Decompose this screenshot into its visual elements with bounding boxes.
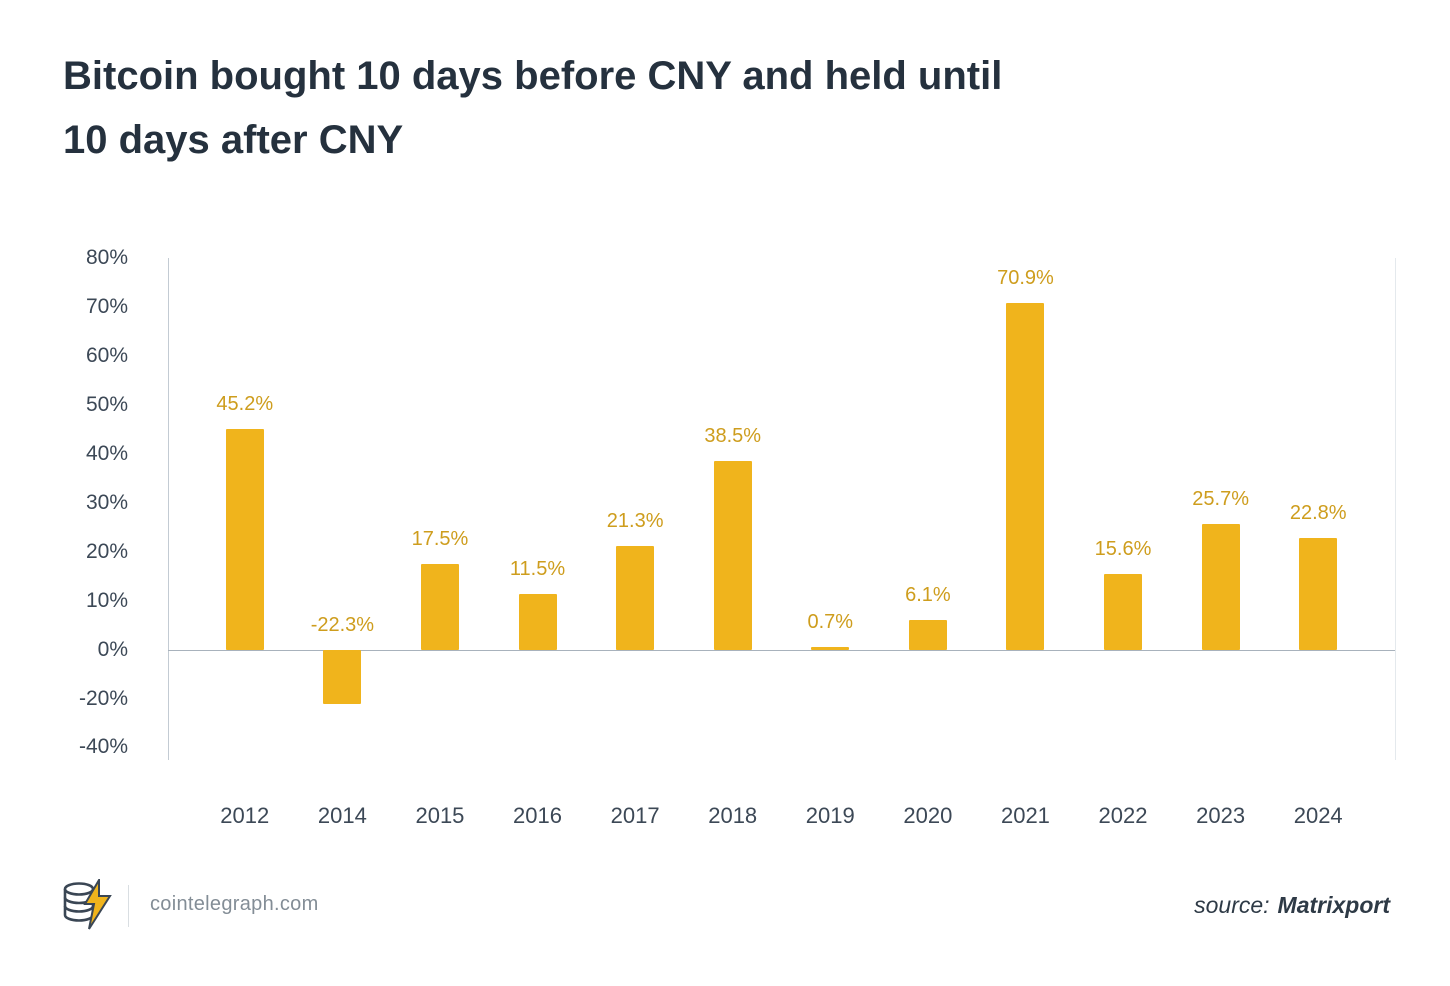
bar-value-label: 0.7% bbox=[807, 610, 854, 633]
y-axis-tick-label: 30% bbox=[85, 491, 128, 514]
y-axis-tick-label: 80% bbox=[85, 246, 128, 269]
bar bbox=[323, 650, 362, 705]
source-attribution: source: Matrixport bbox=[1194, 892, 1390, 919]
y-axis-tick-label: 40% bbox=[85, 442, 128, 465]
footer-brand-text: cointelegraph.com bbox=[150, 893, 319, 915]
y-axis-tick-label: 50% bbox=[85, 393, 128, 416]
bar bbox=[811, 646, 850, 650]
bar bbox=[1104, 573, 1143, 650]
y-axis-tick-label: 20% bbox=[85, 540, 128, 563]
bar-value-label: 15.6% bbox=[1094, 537, 1152, 560]
bar-value-label: 17.5% bbox=[411, 528, 469, 551]
bar-value-label: -22.3% bbox=[310, 614, 375, 636]
cointelegraph-logo-icon bbox=[58, 876, 114, 936]
bar-value-label: 21.3% bbox=[606, 509, 664, 532]
x-axis-label: 2012 bbox=[220, 803, 270, 828]
x-axis-label: 2017 bbox=[610, 803, 660, 828]
bar-value-label: 6.1% bbox=[905, 584, 951, 607]
y-axis-tick-label: -20% bbox=[78, 686, 128, 710]
x-axis-label: 2020 bbox=[903, 803, 953, 828]
footer-divider bbox=[128, 885, 129, 927]
x-axis-label: 2015 bbox=[415, 803, 465, 828]
zero-baseline bbox=[168, 650, 1395, 651]
x-axis-label: 2022 bbox=[1098, 803, 1148, 828]
bar bbox=[616, 545, 655, 650]
x-axis-label: 2023 bbox=[1196, 803, 1246, 828]
chart-title: Bitcoin bought 10 days before CNY and he… bbox=[63, 44, 1002, 172]
y-axis-tick-label: 0% bbox=[97, 638, 128, 661]
bar bbox=[225, 428, 264, 650]
y-axis-tick-label: 60% bbox=[85, 344, 128, 367]
x-axis-label: 2018 bbox=[708, 803, 758, 828]
source-label: source: bbox=[1194, 892, 1270, 918]
source-value: Matrixport bbox=[1277, 892, 1390, 918]
bar-value-label: 22.8% bbox=[1289, 502, 1347, 525]
bar bbox=[713, 461, 752, 650]
right-frame-line bbox=[1395, 258, 1396, 760]
chart-title-line2: 10 days after CNY bbox=[63, 118, 404, 162]
bar-value-label: 11.5% bbox=[509, 557, 566, 580]
y-axis-tick-label: 10% bbox=[85, 589, 128, 612]
bar bbox=[518, 593, 557, 650]
x-axis-label: 2014 bbox=[317, 803, 367, 828]
bar-value-label: 45.2% bbox=[216, 392, 274, 415]
y-axis-line bbox=[168, 258, 169, 760]
x-axis-label: 2024 bbox=[1293, 803, 1343, 828]
bar bbox=[1299, 538, 1338, 650]
bar bbox=[1006, 302, 1045, 650]
bar bbox=[1201, 524, 1240, 650]
x-axis-label: 2019 bbox=[805, 803, 855, 828]
x-axis-label: 2021 bbox=[1000, 803, 1050, 828]
bar-value-label: 25.7% bbox=[1192, 488, 1249, 511]
chart-title-line1: Bitcoin bought 10 days before CNY and he… bbox=[63, 54, 1003, 98]
bar-value-label: 38.5% bbox=[704, 425, 762, 448]
y-axis-tick-label: 70% bbox=[85, 295, 128, 318]
bar bbox=[908, 620, 947, 650]
y-axis-tick-label: -40% bbox=[78, 735, 128, 758]
bar-value-label: 70.9% bbox=[997, 266, 1054, 289]
x-axis-label: 2016 bbox=[513, 803, 562, 828]
bar bbox=[420, 564, 459, 650]
